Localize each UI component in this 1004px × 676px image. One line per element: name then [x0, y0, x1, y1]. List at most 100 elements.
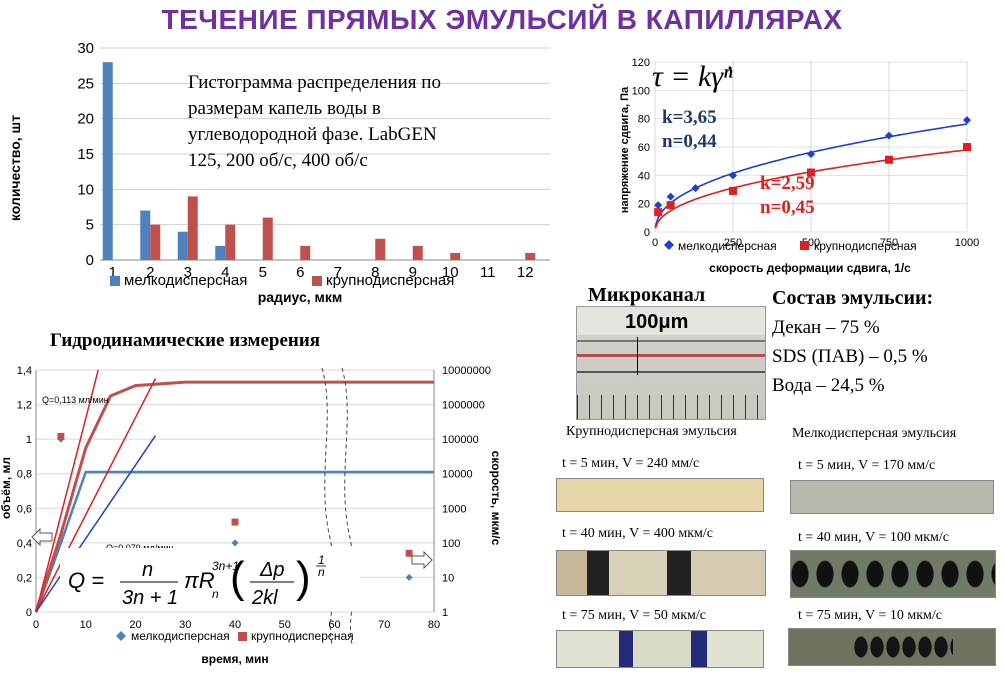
hydro-ylabel: объём, мл	[0, 457, 13, 519]
hist-ytick: 30	[77, 40, 94, 57]
flow-xtick: 0	[652, 237, 658, 249]
hydro-ytick: 0,4	[17, 538, 32, 550]
flow-point-fine	[729, 171, 737, 180]
flow-ytick: 40	[638, 170, 650, 182]
fine-strip-1	[790, 480, 994, 514]
fine-droplets	[853, 633, 953, 661]
channel-wall-bottom	[577, 371, 765, 373]
svg-text:3n + 1: 3n + 1	[122, 587, 178, 609]
hist-xtick: 3	[184, 264, 192, 281]
hist-ytick: 5	[86, 217, 94, 234]
hydro-legend-coarse-marker	[238, 632, 247, 641]
composition-item: Декан – 75 %	[772, 317, 880, 338]
flow-point-fine	[963, 116, 971, 125]
flow-point-coarse	[729, 186, 737, 195]
hydro-y2label: скорость, мкм/с	[489, 451, 500, 546]
hist-bar-fine	[102, 62, 113, 260]
svg-text:Δp: Δp	[259, 559, 285, 581]
flow-equation: τ = kγ̇ⁿ	[652, 60, 733, 93]
svg-text:(: (	[230, 553, 245, 602]
hist-xtick: 12	[517, 264, 534, 281]
hist-bar-fine	[140, 210, 151, 260]
scale-label: 100μm	[625, 311, 689, 333]
flow-legend-coarse-label: крупнодисперсная	[814, 239, 917, 253]
velocity-point-coarse	[405, 549, 413, 557]
axis-break-line	[341, 367, 355, 645]
note-line: размерам капель воды в	[188, 98, 381, 119]
flow-legend-fine-label: мелкодисперсная	[678, 239, 777, 253]
hist-bar-coarse	[225, 224, 236, 260]
note-line: Гистограмма распределения по	[188, 72, 441, 93]
fine-k: k=3,65	[662, 107, 717, 128]
hist-xtick: 7	[334, 264, 342, 281]
histogram-note: Гистограмма распределения по размерам ка…	[188, 70, 441, 174]
flow-ytick: 120	[632, 57, 650, 69]
flow-rate-formula: Q = n 3n + 1 πR 3n+1 n ( Δp 2kl ) 1 n	[60, 548, 360, 610]
hydro-ytick: 1	[26, 434, 32, 446]
svg-text:3n+1: 3n+1	[212, 559, 239, 573]
q-high-label: Q=0,113 мл/мин	[42, 395, 109, 405]
flow-ytick: 0	[644, 227, 650, 239]
svg-text:n: n	[142, 559, 153, 581]
fine-droplets	[791, 559, 995, 589]
flow-rate-formula-graphic: Q = n 3n + 1 πR 3n+1 n ( Δp 2kl ) 1 n	[68, 553, 326, 609]
flow-ytick: 60	[638, 142, 650, 154]
coarse-k: k=2,59	[760, 173, 815, 194]
hist-bar-coarse	[300, 245, 311, 260]
hist-bar-coarse	[187, 196, 198, 260]
svg-text:1: 1	[318, 553, 325, 567]
hist-xtick: 5	[259, 264, 267, 281]
flow-legend-fine-marker	[664, 240, 674, 250]
channel-center-line	[577, 354, 765, 357]
channel-wall-top	[577, 340, 765, 342]
hydro-xtick: 80	[428, 619, 440, 631]
tangent-coarse	[35, 369, 99, 613]
hist-bar-coarse	[450, 252, 461, 260]
flow-ytick: 80	[638, 114, 650, 126]
hydro-ytick: 0,2	[17, 572, 32, 584]
velocity-point-coarse	[57, 432, 65, 440]
flow-ylabel: напряжение сдвига, Па	[619, 86, 631, 213]
hydro-chart: 00,20,40,60,811,21,411010010001000010000…	[0, 365, 500, 666]
velocity-point-fine	[405, 573, 413, 581]
hist-xtick: 4	[221, 264, 229, 281]
scale-marker	[637, 337, 638, 375]
svg-text:n: n	[212, 587, 219, 601]
fine-n: n=0,44	[662, 131, 717, 152]
hydro-ytick: 0,8	[17, 469, 32, 481]
hist-bar-coarse	[525, 252, 536, 260]
hydro-xtick: 60	[328, 619, 340, 631]
microchannel-image: 100μm	[576, 306, 766, 420]
hist-bar-fine	[177, 231, 188, 260]
svg-text:n: n	[318, 565, 325, 579]
fine-caption-3: t = 75 мин, V = 10 мкм/с	[798, 608, 943, 623]
left-axis-arrow-icon	[31, 527, 53, 547]
hist-ytick: 20	[77, 111, 94, 128]
hydro-legend-fine-label: мелкодисперсная	[131, 629, 230, 643]
composition-item: Вода – 24,5 %	[772, 375, 885, 396]
hydro-legend-fine-marker	[116, 631, 126, 641]
hydro-volume-fine	[34, 470, 434, 613]
coarse-caption-1: t = 5 мин, V = 240 мм/с	[562, 456, 700, 471]
legend-fine-label: мелкодисперсная	[124, 272, 247, 289]
hist-ytick: 25	[77, 75, 94, 92]
coarse-n: n=0,45	[760, 197, 815, 218]
hydro-xtick: 30	[179, 619, 191, 631]
hydro-ytick: 0,6	[17, 503, 32, 515]
flow-ytick: 100	[632, 85, 650, 97]
hist-ytick: 10	[77, 181, 94, 198]
flow-point-coarse	[963, 143, 971, 151]
hydro-xtick: 20	[129, 619, 141, 631]
hydro-y2tick: 10000	[442, 469, 473, 481]
slide-title: ТЕЧЕНИЕ ПРЯМЫХ ЭМУЛЬСИЙ В КАПИЛЛЯРАХ	[161, 4, 843, 35]
flow-xlabel: скорость деформации сдвига, 1/с	[709, 261, 911, 275]
microchannel-label: Микроканал	[588, 284, 706, 306]
tangent-coarse-2	[35, 378, 157, 613]
hist-xtick: 10	[442, 264, 459, 281]
fine-title: Мелкодисперсная эмульсия	[792, 426, 957, 441]
hydro-xtick: 0	[33, 619, 39, 631]
hydro-xlabel: время, мин	[201, 652, 268, 666]
hist-bar-coarse	[375, 238, 386, 260]
coarse-title: Крупнодисперсная эмульсия	[566, 424, 737, 439]
hydro-ytick: 1,2	[17, 400, 32, 412]
